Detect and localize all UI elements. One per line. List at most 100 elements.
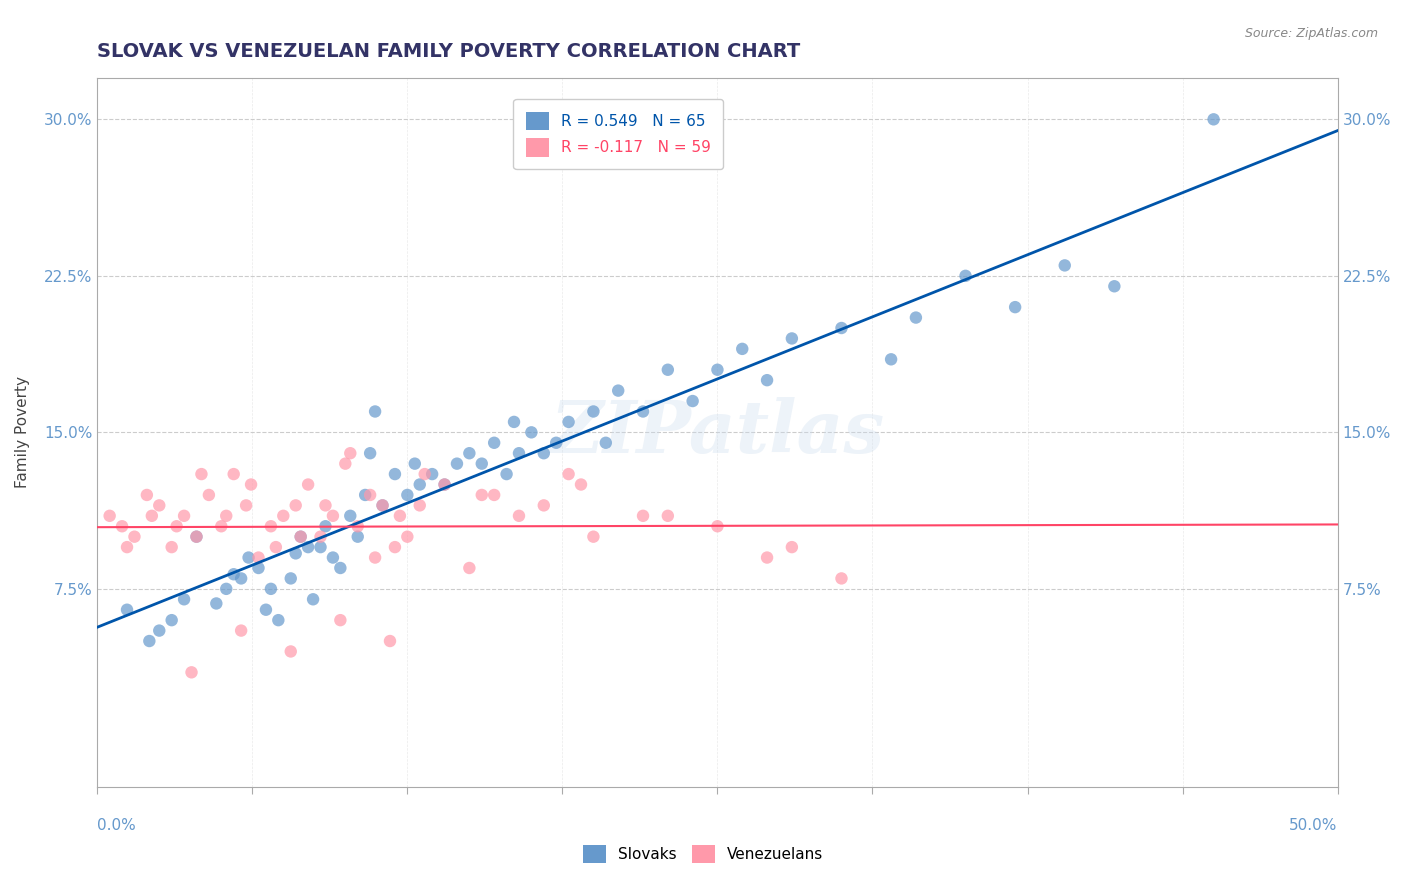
Point bbox=[364, 550, 387, 565]
Point bbox=[231, 624, 253, 638]
Point bbox=[569, 477, 592, 491]
Point bbox=[209, 519, 232, 533]
Point bbox=[631, 508, 654, 523]
Point bbox=[520, 425, 543, 440]
Point bbox=[297, 477, 319, 491]
Point bbox=[314, 499, 336, 513]
Point bbox=[830, 321, 852, 335]
Point bbox=[264, 540, 287, 554]
Point bbox=[404, 457, 426, 471]
Point bbox=[271, 508, 294, 523]
Point bbox=[240, 477, 263, 491]
Point bbox=[173, 508, 195, 523]
Point bbox=[222, 467, 245, 481]
Point bbox=[314, 519, 336, 533]
Point bbox=[508, 508, 530, 523]
Point bbox=[280, 571, 302, 585]
Point bbox=[1004, 300, 1026, 314]
Point bbox=[297, 540, 319, 554]
Point bbox=[111, 519, 134, 533]
Point bbox=[955, 268, 977, 283]
Point bbox=[780, 331, 803, 345]
Point bbox=[433, 477, 456, 491]
Point bbox=[1202, 112, 1225, 127]
Point bbox=[533, 499, 555, 513]
Point bbox=[731, 342, 754, 356]
Text: Source: ZipAtlas.com: Source: ZipAtlas.com bbox=[1244, 27, 1378, 40]
Point bbox=[160, 613, 183, 627]
Point bbox=[115, 603, 138, 617]
Point bbox=[354, 488, 377, 502]
Point bbox=[186, 530, 208, 544]
Point bbox=[413, 467, 436, 481]
Point bbox=[1104, 279, 1126, 293]
Point bbox=[546, 435, 568, 450]
Point bbox=[290, 530, 312, 544]
Point bbox=[503, 415, 526, 429]
Point bbox=[290, 530, 312, 544]
Point bbox=[388, 508, 411, 523]
Point bbox=[190, 467, 212, 481]
Point bbox=[148, 499, 170, 513]
Point bbox=[595, 435, 617, 450]
Point bbox=[359, 446, 381, 460]
Point bbox=[706, 363, 728, 377]
Point bbox=[508, 446, 530, 460]
Point bbox=[433, 477, 456, 491]
Point bbox=[309, 530, 332, 544]
Text: 0.0%: 0.0% bbox=[97, 818, 136, 833]
Point bbox=[471, 488, 494, 502]
Point bbox=[446, 457, 468, 471]
Point bbox=[458, 446, 481, 460]
Point bbox=[359, 488, 381, 502]
Point bbox=[173, 592, 195, 607]
Point bbox=[495, 467, 517, 481]
Point bbox=[682, 394, 704, 409]
Point bbox=[186, 530, 208, 544]
Point bbox=[335, 457, 357, 471]
Point bbox=[231, 571, 253, 585]
Point bbox=[148, 624, 170, 638]
Point bbox=[378, 634, 401, 648]
Point bbox=[533, 446, 555, 460]
Point bbox=[329, 561, 352, 575]
Point bbox=[141, 508, 163, 523]
Point bbox=[180, 665, 202, 680]
Point bbox=[238, 550, 260, 565]
Point bbox=[138, 634, 160, 648]
Point bbox=[339, 508, 361, 523]
Point bbox=[482, 435, 505, 450]
Point bbox=[329, 613, 352, 627]
Point bbox=[830, 571, 852, 585]
Point bbox=[247, 561, 270, 575]
Point bbox=[1053, 259, 1076, 273]
Text: SLOVAK VS VENEZUELAN FAMILY POVERTY CORRELATION CHART: SLOVAK VS VENEZUELAN FAMILY POVERTY CORR… bbox=[97, 42, 800, 61]
Text: ZIPatlas: ZIPatlas bbox=[550, 397, 884, 467]
Point bbox=[880, 352, 903, 367]
Point bbox=[166, 519, 188, 533]
Point bbox=[205, 597, 228, 611]
Point bbox=[215, 508, 238, 523]
Point bbox=[607, 384, 630, 398]
Point bbox=[284, 546, 307, 560]
Legend: Slovaks, Venezuelans: Slovaks, Venezuelans bbox=[571, 832, 835, 875]
Point bbox=[267, 613, 290, 627]
Point bbox=[160, 540, 183, 554]
Point bbox=[482, 488, 505, 502]
Point bbox=[284, 499, 307, 513]
Point bbox=[409, 477, 432, 491]
Point bbox=[222, 567, 245, 582]
Point bbox=[396, 488, 419, 502]
Point bbox=[302, 592, 325, 607]
Point bbox=[557, 467, 579, 481]
Point bbox=[98, 508, 121, 523]
Point bbox=[657, 508, 679, 523]
Point bbox=[215, 582, 238, 596]
Point bbox=[260, 582, 283, 596]
Point bbox=[706, 519, 728, 533]
Point bbox=[115, 540, 138, 554]
Point bbox=[396, 530, 419, 544]
Point bbox=[557, 415, 579, 429]
Point bbox=[631, 404, 654, 418]
Point bbox=[198, 488, 221, 502]
